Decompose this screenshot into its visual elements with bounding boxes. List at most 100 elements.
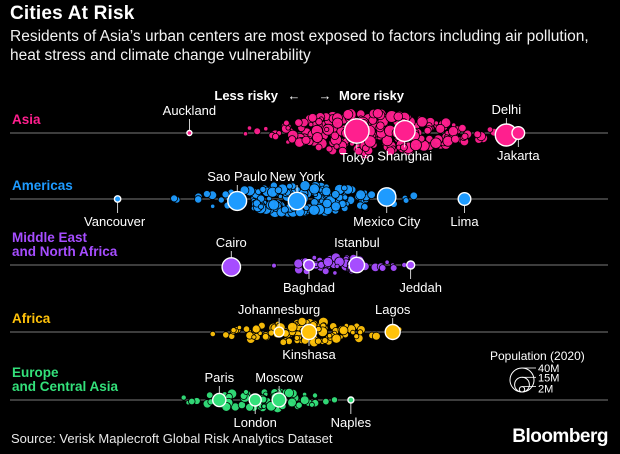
city-dot bbox=[371, 331, 381, 341]
region-label: and Central Asia bbox=[12, 379, 119, 394]
city-dot bbox=[361, 203, 369, 211]
city-dot bbox=[251, 334, 257, 340]
city-dot bbox=[322, 256, 334, 267]
city-dot-lima bbox=[457, 191, 472, 206]
city-dot bbox=[188, 397, 196, 406]
city-dot bbox=[299, 395, 310, 406]
city-dot bbox=[287, 397, 297, 408]
city-label: Johannesburg bbox=[238, 302, 320, 317]
city-dot bbox=[330, 396, 338, 404]
city-dot bbox=[285, 125, 291, 131]
city-dot bbox=[279, 338, 287, 346]
city-dot bbox=[253, 127, 262, 136]
city-label: Moscow bbox=[255, 370, 303, 385]
city-dot bbox=[338, 325, 349, 336]
city-dot bbox=[315, 117, 323, 126]
city-dot bbox=[293, 334, 300, 341]
city-dot bbox=[293, 258, 304, 269]
city-dot bbox=[311, 132, 323, 143]
city-label: Auckland bbox=[163, 103, 216, 118]
legend-title: Population (2020) bbox=[490, 349, 585, 363]
legend-label: 2M bbox=[538, 384, 553, 396]
city-dot bbox=[210, 203, 216, 209]
city-dot bbox=[242, 131, 249, 137]
city-dot bbox=[372, 108, 383, 119]
city-dot bbox=[314, 143, 323, 152]
city-dot bbox=[340, 184, 348, 192]
city-dot-auckland bbox=[186, 129, 193, 137]
city-dot-mexico-city bbox=[376, 187, 397, 207]
city-dot bbox=[435, 123, 446, 134]
chart-subtitle: Residents of Asia’s urban centers are mo… bbox=[10, 28, 589, 64]
city-dot bbox=[350, 329, 356, 336]
city-dot bbox=[342, 109, 354, 120]
city-dot bbox=[267, 329, 275, 337]
series-asia: Asia Auckland Tokyo Shanghai Delhi Jakarta bbox=[10, 102, 608, 165]
risk-direction-label: Less risky ← → More risky bbox=[214, 88, 404, 103]
city-dot bbox=[461, 132, 469, 140]
city-dot bbox=[308, 204, 320, 216]
less-risky-label: Less risky bbox=[214, 88, 278, 103]
city-dot bbox=[242, 325, 251, 333]
city-dot bbox=[294, 118, 303, 127]
city-label: Shanghai bbox=[377, 148, 432, 163]
legend-label: 15M bbox=[538, 372, 559, 384]
city-dot-kinshasa bbox=[300, 323, 318, 341]
city-dot bbox=[409, 191, 418, 200]
city-dot bbox=[209, 330, 216, 338]
city-dot-tokyo bbox=[343, 118, 370, 144]
city-dot bbox=[283, 119, 290, 127]
city-label: Istanbul bbox=[334, 235, 380, 250]
city-label: Vancouver bbox=[84, 214, 146, 229]
city-dot bbox=[325, 145, 333, 153]
city-dot bbox=[280, 205, 289, 214]
city-label: Lagos bbox=[375, 302, 411, 317]
city-dot bbox=[297, 316, 307, 326]
city-dot bbox=[458, 123, 467, 133]
city-dot bbox=[286, 182, 293, 190]
city-label: Cairo bbox=[216, 235, 247, 250]
city-dot bbox=[222, 331, 230, 339]
city-dot bbox=[430, 137, 442, 149]
city-dot bbox=[326, 333, 333, 339]
city-dot bbox=[367, 190, 376, 200]
city-label: Kinshasa bbox=[282, 347, 336, 362]
city-dot bbox=[333, 143, 340, 150]
city-label: Sao Paulo bbox=[207, 169, 267, 184]
city-dot bbox=[251, 324, 261, 334]
city-label: Paris bbox=[204, 370, 234, 385]
city-dot bbox=[287, 135, 297, 144]
city-dot bbox=[284, 387, 295, 398]
city-dot bbox=[423, 126, 432, 135]
city-dot bbox=[354, 146, 363, 156]
city-dot bbox=[263, 126, 269, 132]
city-dot bbox=[330, 131, 340, 140]
city-dot bbox=[330, 201, 341, 212]
city-dot bbox=[321, 337, 329, 344]
city-dot bbox=[486, 126, 494, 133]
city-dot bbox=[409, 139, 422, 152]
city-dots bbox=[271, 252, 408, 276]
city-label: Lima bbox=[450, 214, 479, 229]
city-dot bbox=[294, 186, 301, 193]
city-dot bbox=[308, 183, 320, 195]
city-dot-london bbox=[248, 393, 262, 407]
city-dot bbox=[311, 392, 318, 399]
series-africa: Africa Johannesburg Kinshasa Lagos bbox=[10, 302, 608, 362]
city-dot bbox=[416, 116, 428, 128]
city-dot bbox=[324, 126, 330, 132]
city-label: Mexico City bbox=[353, 214, 421, 229]
city-dot bbox=[450, 134, 460, 144]
city-dot-vancouver bbox=[113, 195, 122, 203]
city-dot bbox=[308, 401, 315, 408]
chart-title: Cities At Risk bbox=[10, 3, 135, 24]
city-dot bbox=[287, 321, 298, 333]
city-label: Naples bbox=[331, 415, 372, 430]
city-dot bbox=[332, 270, 338, 276]
arrow-left-icon: ← bbox=[288, 88, 301, 103]
city-dot bbox=[399, 143, 408, 152]
series-americas: Americas Vancouver Sao Paulo New York Mexico… bbox=[10, 169, 608, 229]
city-dot bbox=[334, 263, 340, 269]
city-dot bbox=[314, 337, 322, 345]
legend-label: 40M bbox=[538, 363, 559, 375]
